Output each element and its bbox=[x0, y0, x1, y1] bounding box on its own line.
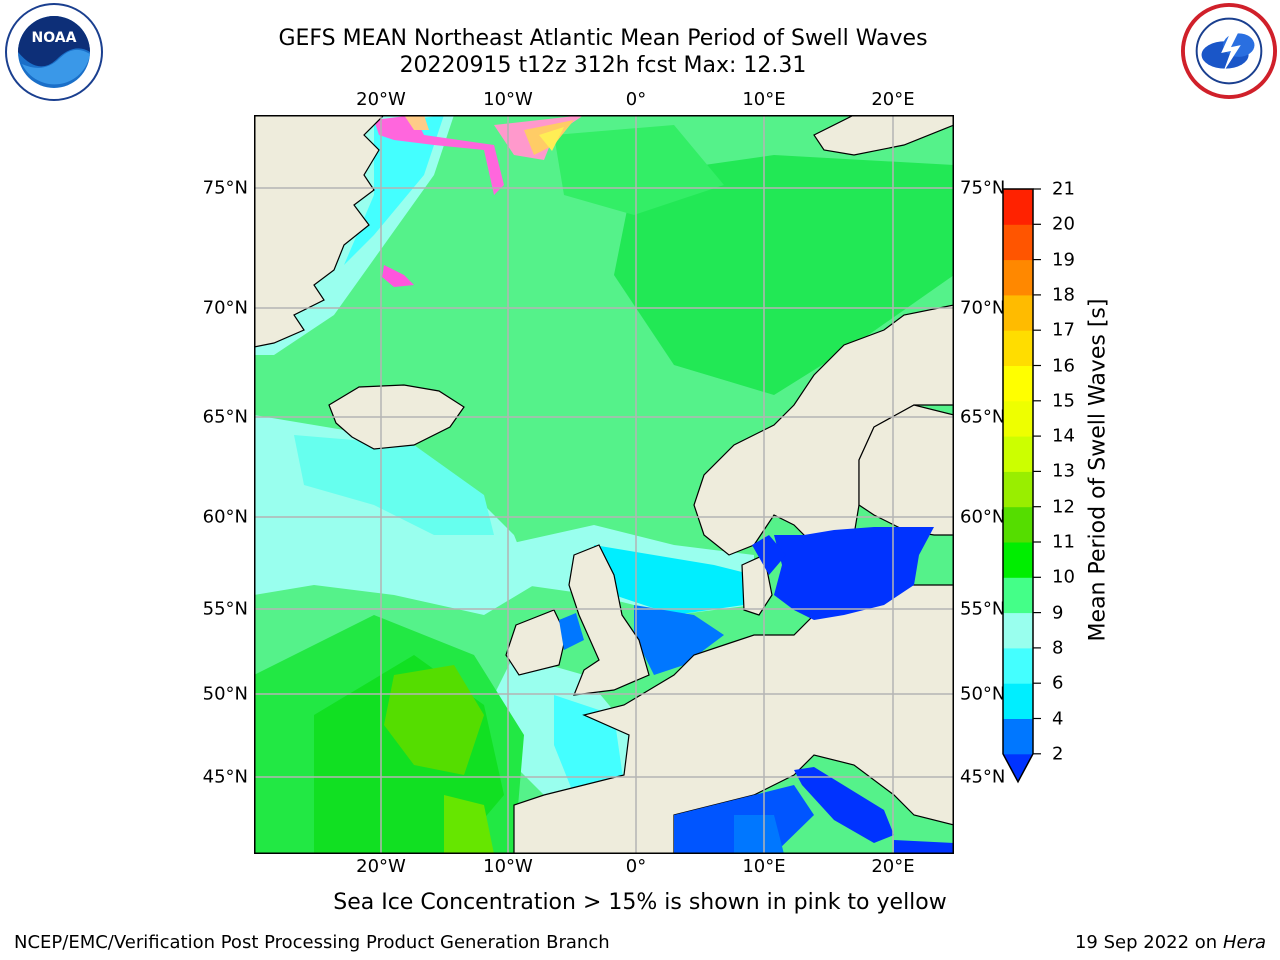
lat-tick: 60°N bbox=[202, 506, 248, 528]
lon-tick: 10°W bbox=[483, 856, 533, 877]
sea-adriatic bbox=[794, 767, 894, 843]
sea-skagerrak bbox=[752, 535, 786, 575]
zone-4s-northsea bbox=[634, 605, 724, 675]
land-svalbard bbox=[813, 115, 954, 156]
colorbar-band bbox=[1003, 612, 1033, 649]
land-ireland bbox=[505, 609, 567, 676]
lon-tick: 10°E bbox=[742, 856, 786, 877]
colorbar-tick-label: 6 bbox=[1052, 672, 1064, 694]
colorbar-tick-label: 10 bbox=[1052, 566, 1075, 588]
lat-tick: 70°N bbox=[960, 297, 1006, 319]
colorbar-tick-label: 12 bbox=[1052, 496, 1075, 518]
inland-seas bbox=[559, 527, 954, 854]
map-panel bbox=[254, 115, 954, 854]
lat-tick: 60°N bbox=[960, 506, 1006, 528]
footer-host: Hera bbox=[1222, 932, 1266, 953]
lon-tick: 20°W bbox=[356, 89, 406, 110]
lat-tick: 75°N bbox=[960, 177, 1006, 199]
colorbar-band bbox=[1003, 718, 1033, 755]
colorbar-band bbox=[1003, 365, 1033, 402]
colorbar-tick-label: 17 bbox=[1052, 319, 1075, 341]
sea-ice bbox=[374, 115, 584, 287]
zone-6s-northsea bbox=[594, 545, 754, 615]
land-continent bbox=[513, 584, 954, 854]
lon-tick: 10°E bbox=[742, 89, 786, 110]
sea-irish bbox=[559, 613, 584, 650]
colorbar-band bbox=[1003, 224, 1033, 261]
lon-tick: 20°E bbox=[871, 89, 915, 110]
zone-10s-north bbox=[554, 125, 724, 215]
nws-logo bbox=[1180, 2, 1278, 100]
lat-tick: 50°N bbox=[202, 683, 248, 705]
zone-12s-core bbox=[384, 665, 484, 775]
lat-tick: 70°N bbox=[202, 297, 248, 319]
lat-tick: 50°N bbox=[960, 683, 1006, 705]
colorbar-band bbox=[1003, 647, 1033, 684]
colorbar-tick-label: 16 bbox=[1052, 355, 1075, 376]
chart-subtitle: 20220915 t12z 312h fcst Max: 12.31 bbox=[399, 53, 807, 78]
colorbar-tick-label: 18 bbox=[1052, 284, 1075, 306]
sea-baltic bbox=[774, 527, 934, 620]
lat-tick: 55°N bbox=[960, 598, 1006, 620]
colorbar-tick-label: 4 bbox=[1052, 708, 1064, 729]
colorbar-band bbox=[1003, 506, 1033, 543]
colorbar-tick-label: 9 bbox=[1052, 602, 1064, 624]
sea-tyrrhenian bbox=[734, 815, 784, 854]
colorbar-band bbox=[1003, 471, 1033, 508]
zone-10s-central bbox=[614, 155, 954, 395]
graticule bbox=[254, 115, 954, 854]
sea-ionian bbox=[894, 840, 954, 854]
land-britain bbox=[568, 544, 650, 696]
lat-tick: 45°N bbox=[960, 766, 1006, 788]
lon-tick: 20°E bbox=[871, 856, 915, 877]
colorbar-band bbox=[1003, 436, 1033, 472]
footer-date-text: 19 Sep 2022 on bbox=[1074, 932, 1218, 953]
colorbar-tick-label: 15 bbox=[1052, 390, 1075, 412]
lat-tick: 55°N bbox=[202, 598, 248, 620]
colorbar-frame bbox=[1002, 188, 1034, 784]
colorbar-tick-label: 21 bbox=[1052, 178, 1075, 200]
footer-credit: NCEP/EMC/Verification Post Processing Pr… bbox=[14, 932, 610, 953]
land-greenland bbox=[254, 115, 385, 348]
chart-title: GEFS MEAN Northeast Atlantic Mean Period… bbox=[278, 26, 928, 51]
lon-tick: 0° bbox=[625, 856, 647, 877]
lat-tick: 65°N bbox=[202, 406, 248, 428]
map-frame bbox=[254, 115, 954, 854]
zone-8s-greenland bbox=[344, 115, 444, 265]
footer-date: 19 Sep 2022 on Hera bbox=[1075, 932, 1266, 953]
lat-tick: 45°N bbox=[202, 766, 248, 788]
colorbar-tick-label: 19 bbox=[1052, 249, 1075, 271]
zone-12s-patch bbox=[444, 795, 494, 854]
lon-tick: 20°W bbox=[356, 856, 406, 877]
svg-text:NOAA: NOAA bbox=[32, 30, 77, 46]
colorbar bbox=[1002, 188, 1041, 784]
lon-tick: 10°W bbox=[483, 89, 533, 110]
colorbar-band bbox=[1003, 683, 1033, 719]
colorbar-band bbox=[1003, 577, 1033, 614]
noaa-logo: NOAA bbox=[5, 3, 103, 101]
zone-8s-iceland-south bbox=[294, 435, 494, 535]
colorbar-tick-label: 11 bbox=[1052, 531, 1075, 553]
colorbar-tick-label: 8 bbox=[1052, 637, 1064, 659]
land-finland bbox=[858, 404, 954, 536]
lat-tick: 75°N bbox=[202, 177, 248, 199]
colorbar-band bbox=[1003, 189, 1033, 225]
colorbar-tick-label: 20 bbox=[1052, 213, 1075, 235]
colorbar-tick-label: 13 bbox=[1052, 460, 1075, 482]
colorbar-band bbox=[1003, 330, 1033, 366]
colorbar-band bbox=[1003, 400, 1033, 437]
colorbar-extend-min bbox=[1003, 753, 1033, 782]
sea-ice-note: Sea Ice Concentration > 15% is shown in … bbox=[333, 890, 947, 915]
lat-tick: 65°N bbox=[960, 406, 1006, 428]
lon-tick: 0° bbox=[625, 89, 647, 110]
colorbar-title: Mean Period of Swell Waves [s] bbox=[1085, 298, 1111, 642]
colorbar-tick-label: 2 bbox=[1052, 743, 1064, 765]
colorbar-band bbox=[1003, 294, 1033, 331]
colorbar-band bbox=[1003, 259, 1033, 296]
colorbar-tick-label: 14 bbox=[1052, 425, 1075, 447]
colorbar-band bbox=[1003, 542, 1033, 578]
